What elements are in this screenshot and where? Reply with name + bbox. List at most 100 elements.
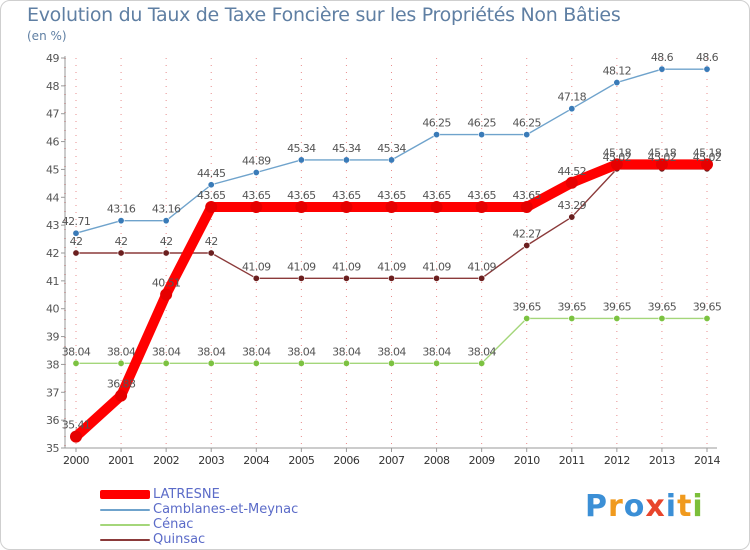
data-point	[72, 359, 80, 367]
data-point	[655, 158, 668, 171]
logo-letter: o	[623, 489, 646, 524]
y-tick-label: 36	[46, 414, 59, 427]
data-label: 45.34	[377, 142, 406, 155]
data-point	[297, 156, 305, 164]
y-tick-label: 45	[46, 163, 59, 176]
y-tick-label: 47	[46, 108, 59, 121]
data-point	[207, 359, 215, 367]
y-tick-label: 49	[46, 52, 59, 65]
proxiti-logo: Proxiti	[585, 489, 704, 524]
chart-subtitle: (en %)	[27, 29, 67, 43]
data-point	[613, 314, 621, 322]
data-label: 44.89	[242, 154, 271, 167]
y-tick-label: 42	[46, 247, 59, 260]
data-point	[703, 314, 711, 322]
y-tick-label: 48	[46, 80, 59, 93]
data-label: 43.29	[558, 199, 587, 212]
data-point	[250, 201, 263, 214]
data-point	[117, 359, 125, 367]
data-point	[342, 274, 350, 282]
data-point	[385, 201, 398, 214]
x-tick-label: 2007	[379, 454, 405, 467]
data-point	[205, 201, 218, 214]
data-point	[117, 249, 125, 257]
logo-letter: r	[608, 489, 624, 524]
data-point	[252, 359, 260, 367]
legend-label: Quinsac	[153, 532, 206, 547]
data-label: 44.45	[197, 167, 226, 180]
data-label: 43.16	[107, 203, 136, 216]
data-point	[207, 181, 215, 189]
data-label: 35.41	[62, 419, 91, 432]
data-label: 46.25	[467, 117, 496, 130]
data-point	[387, 156, 395, 164]
data-point	[568, 105, 576, 113]
data-point	[433, 359, 441, 367]
chart-legend: LATRESNE Camblanes-et-Meynac Cénac Quinsac	[100, 487, 298, 547]
logo-letter: x	[645, 489, 666, 524]
data-label: 43.65	[332, 189, 361, 202]
y-tick-label: 41	[46, 275, 59, 288]
x-tick-label: 2000	[63, 454, 89, 467]
logo-letter: P	[585, 489, 608, 524]
data-label: 43.65	[422, 189, 451, 202]
data-point	[162, 359, 170, 367]
data-point	[478, 359, 486, 367]
data-label: 41.09	[332, 260, 361, 273]
y-tick-label: 37	[46, 386, 59, 399]
data-label: 38.04	[422, 345, 451, 358]
x-tick-label: 2005	[288, 454, 314, 467]
data-label: 45.18	[693, 146, 722, 159]
logo-letter: i	[692, 489, 704, 524]
data-point	[478, 274, 486, 282]
legend-item: Camblanes-et-Meynac	[100, 502, 298, 517]
y-tick-label: 35	[46, 442, 59, 455]
data-point	[387, 274, 395, 282]
data-label: 47.18	[558, 91, 587, 104]
legend-swatch	[100, 523, 150, 526]
data-point	[565, 176, 578, 189]
logo-letter: t	[677, 489, 693, 524]
data-label: 41.09	[287, 260, 316, 273]
data-point	[160, 288, 173, 301]
data-label: 39.65	[693, 300, 722, 313]
data-label: 42	[115, 235, 128, 248]
x-tick-label: 2011	[559, 454, 585, 467]
data-point	[162, 217, 170, 225]
data-point	[568, 213, 576, 221]
x-tick-label: 2003	[198, 454, 224, 467]
data-label: 38.04	[332, 345, 361, 358]
data-label: 43.65	[287, 189, 316, 202]
y-tick-label: 43	[46, 219, 59, 232]
data-point	[295, 201, 308, 214]
y-tick-label: 44	[46, 191, 59, 204]
data-point	[475, 201, 488, 214]
x-tick-label: 2008	[424, 454, 450, 467]
data-point	[433, 131, 441, 139]
data-label: 39.65	[512, 300, 541, 313]
data-point	[117, 217, 125, 225]
legend-swatch	[100, 490, 150, 499]
data-label: 48.6	[651, 51, 674, 64]
data-point	[115, 389, 128, 402]
x-tick-label: 2014	[694, 454, 720, 467]
data-point	[568, 314, 576, 322]
data-point	[297, 359, 305, 367]
x-tick-label: 2004	[243, 454, 269, 467]
data-label: 45.02	[693, 151, 722, 164]
x-tick-label: 2010	[514, 454, 540, 467]
data-point	[701, 158, 713, 171]
legend-swatch	[100, 508, 150, 511]
data-point	[207, 249, 215, 257]
data-point	[520, 201, 533, 214]
data-label: 38.04	[242, 345, 271, 358]
y-tick-label: 38	[46, 358, 59, 371]
data-point	[162, 249, 170, 257]
data-label: 38.04	[287, 345, 316, 358]
x-tick-label: 2001	[108, 454, 134, 467]
data-label: 41.09	[467, 260, 496, 273]
data-point	[613, 79, 621, 87]
data-label: 42	[205, 235, 218, 248]
data-point	[342, 359, 350, 367]
